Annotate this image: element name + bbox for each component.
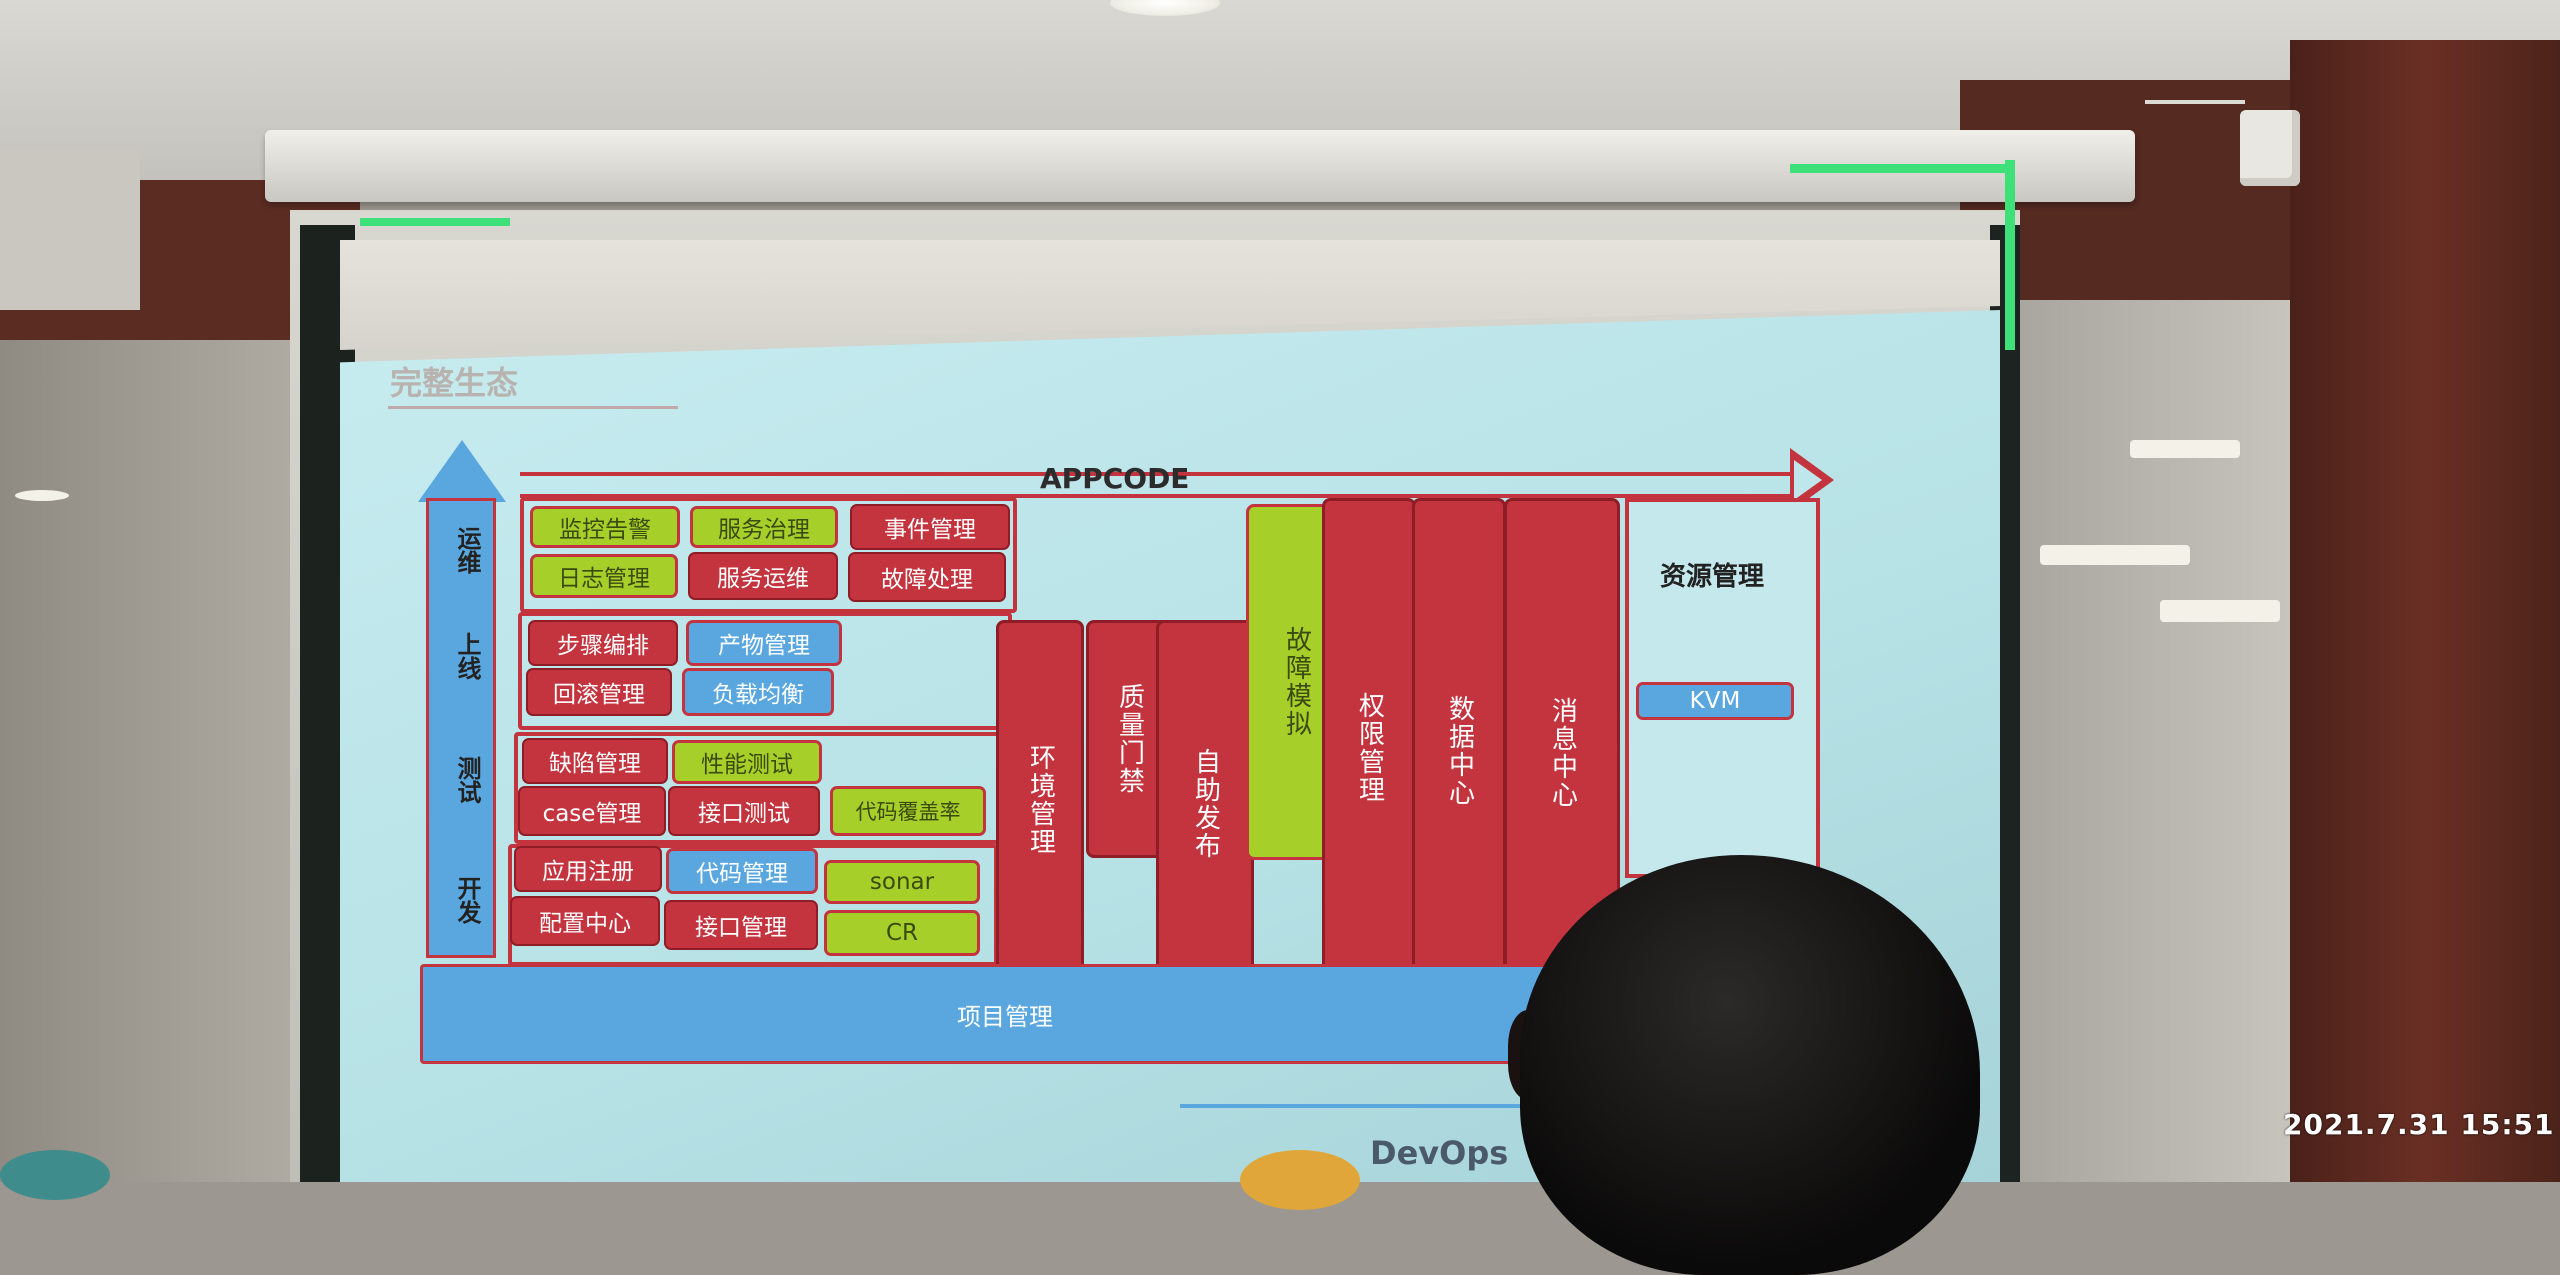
test-item: 缺陷管理	[522, 738, 668, 784]
camera-mount	[2145, 100, 2245, 104]
project-management-bar: 项目管理	[420, 964, 1590, 1064]
audience-shoulder	[1240, 1150, 1360, 1210]
resource-title: 资源管理	[1660, 556, 1764, 593]
launch-item: 产物管理	[686, 620, 842, 666]
foreground-object	[0, 1150, 110, 1200]
indicator-light	[1790, 164, 2010, 173]
dev-item: 应用注册	[514, 846, 662, 892]
test-item: case管理	[518, 786, 666, 836]
launch-item: 步骤编排	[528, 620, 678, 666]
ops-item: 事件管理	[850, 504, 1010, 550]
footer-rule	[1180, 1104, 1570, 1108]
light-reflection	[2160, 600, 2280, 622]
stage-ops: 运维	[445, 526, 485, 574]
dev-item: 代码管理	[666, 848, 818, 894]
left-pillar	[0, 150, 140, 310]
stage-dev: 开发	[445, 876, 485, 924]
resource-kvm: KVM	[1636, 682, 1794, 720]
test-item: 接口测试	[668, 786, 820, 836]
ops-item: 故障处理	[848, 552, 1006, 602]
ops-item: 服务运维	[688, 552, 838, 600]
glass-panel	[2020, 300, 2300, 1182]
indicator-light	[2005, 160, 2015, 350]
appcode-arrow-head-inner	[1794, 460, 1822, 500]
light-reflection	[2040, 545, 2190, 565]
security-camera	[2240, 110, 2300, 186]
dev-item: 配置中心	[510, 896, 660, 946]
column-permission: 权限管理	[1322, 498, 1416, 998]
test-coverage-item: 代码覆盖率	[830, 786, 986, 836]
appcode-label: APPCODE	[1040, 462, 1189, 495]
light-reflection	[2130, 440, 2240, 458]
launch-item: 负载均衡	[682, 668, 834, 716]
test-item: 性能测试	[672, 740, 822, 784]
title-underline	[388, 406, 678, 409]
photo-timestamp: 2021.7.31 15:51	[2283, 1108, 2555, 1141]
indicator-light	[360, 218, 510, 226]
light-reflection	[15, 490, 69, 501]
ops-item: 服务治理	[690, 506, 838, 548]
column-data: 数据中心	[1412, 498, 1506, 1004]
stage-test: 测试	[445, 756, 485, 804]
ops-item: 监控告警	[530, 506, 680, 548]
slide-title: 完整生态	[390, 358, 518, 404]
column-release: 自助发布	[1156, 620, 1254, 988]
stage-launch: 上线	[445, 632, 485, 680]
column-env: 环境管理	[996, 620, 1084, 980]
dev-item: CR	[824, 910, 980, 956]
dev-item: 接口管理	[664, 900, 818, 950]
right-wood-panel	[2290, 40, 2560, 1182]
footer-text: DevOps	[1370, 1134, 1508, 1172]
dev-item: sonar	[824, 860, 980, 904]
ops-item: 日志管理	[530, 554, 678, 598]
lifecycle-arrow-head	[418, 440, 506, 502]
launch-item: 回滚管理	[526, 668, 672, 716]
